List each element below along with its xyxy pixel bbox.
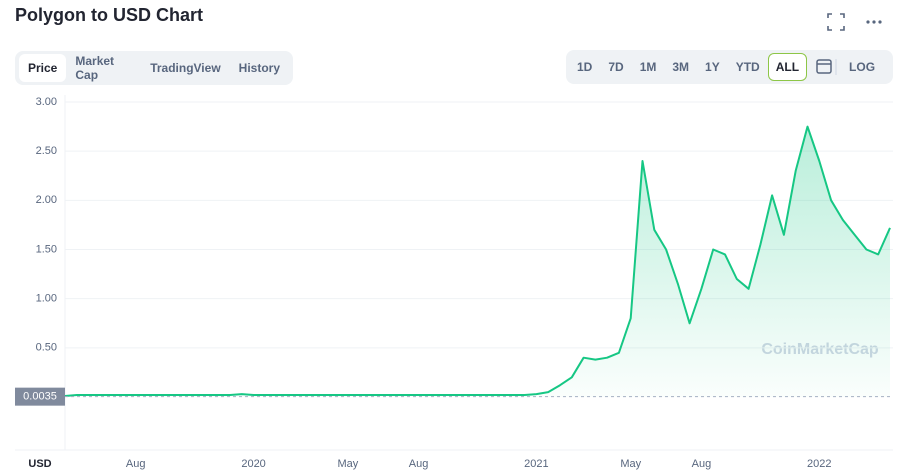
x-tick-label: May	[620, 458, 641, 470]
x-tick-label: 2021	[524, 458, 548, 470]
tab[interactable]: History	[238, 61, 280, 75]
range-button[interactable]: 1M	[639, 60, 657, 74]
y-tick-label: 0.50	[36, 342, 57, 354]
watermark: CoinMarketCap	[761, 341, 879, 358]
x-tick-label: 2022	[807, 458, 831, 470]
currency-label: USD	[28, 458, 51, 470]
y-tick-label: 1.00	[36, 293, 57, 305]
fullscreen-icon[interactable]	[827, 13, 845, 31]
x-tick-label: May	[337, 458, 358, 470]
tab[interactable]: Market Cap	[75, 54, 115, 82]
range-button[interactable]: 1D	[577, 60, 593, 74]
range-button[interactable]: ALL	[767, 53, 808, 81]
x-tick-label: Aug	[409, 458, 429, 470]
price-area	[65, 126, 890, 397]
x-tick-label: Aug	[126, 458, 146, 470]
reference-label: 0.0035	[23, 391, 57, 403]
x-tick-label: Aug	[692, 458, 712, 470]
tab[interactable]: Price	[19, 54, 67, 82]
range-button[interactable]: 7D	[608, 60, 624, 74]
page-title: Polygon to USD Chart	[15, 5, 203, 25]
x-tick-label: 2020	[241, 458, 265, 470]
tab[interactable]: TradingView	[150, 61, 221, 75]
range-button[interactable]: 1Y	[705, 60, 720, 74]
tab-bar: Price Market Cap TradingView History	[15, 51, 293, 85]
y-tick-label: 2.50	[36, 145, 57, 157]
header-icons	[827, 13, 882, 31]
range-bar: 1D 7D 1M 3M 1Y YTD ALL LOG	[566, 50, 893, 84]
y-tick-label: 1.50	[36, 243, 57, 255]
y-tick-label: 2.00	[36, 194, 57, 206]
reference-badge	[15, 387, 65, 406]
range-button[interactable]: 3M	[672, 60, 690, 74]
price-line	[64, 125, 891, 397]
range-button[interactable]: YTD	[735, 60, 760, 74]
log-button[interactable]: LOG	[849, 60, 876, 74]
calendar-icon[interactable]	[807, 57, 841, 77]
y-tick-label: 3.00	[36, 96, 57, 108]
more-icon[interactable]	[866, 20, 882, 24]
